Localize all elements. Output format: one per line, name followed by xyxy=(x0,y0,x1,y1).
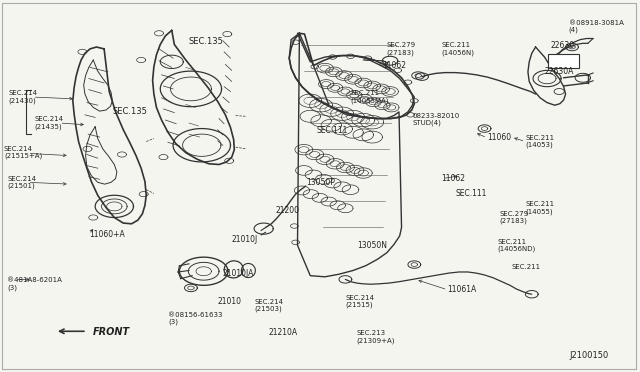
Text: SEC.111: SEC.111 xyxy=(455,189,486,198)
Text: SEC.214
(21503): SEC.214 (21503) xyxy=(255,299,284,312)
Text: SEC.211
(14053): SEC.211 (14053) xyxy=(525,135,554,148)
Text: SEC.211: SEC.211 xyxy=(511,264,540,270)
FancyBboxPatch shape xyxy=(548,54,579,68)
Text: SEC.111: SEC.111 xyxy=(317,126,348,135)
Text: 22630A: 22630A xyxy=(545,67,574,76)
Text: 21010J: 21010J xyxy=(232,235,258,244)
Text: 13050N: 13050N xyxy=(357,241,387,250)
Text: SEC.211
(14055): SEC.211 (14055) xyxy=(525,202,554,215)
Text: 11062: 11062 xyxy=(382,61,406,70)
Text: 08233-82010
STUD(4): 08233-82010 STUD(4) xyxy=(412,113,460,126)
Text: SEC.135: SEC.135 xyxy=(113,108,147,116)
Text: 22630: 22630 xyxy=(551,41,575,51)
Text: ®08918-3081A
(4): ®08918-3081A (4) xyxy=(569,20,623,33)
Text: SEC.213
(21309+A): SEC.213 (21309+A) xyxy=(357,330,396,344)
Text: 11060: 11060 xyxy=(487,133,511,142)
Text: SEC.214
(21501): SEC.214 (21501) xyxy=(7,176,36,189)
Text: SEC.135: SEC.135 xyxy=(189,37,224,46)
Text: SEC.279
(27183): SEC.279 (27183) xyxy=(500,211,529,224)
Text: 11062: 11062 xyxy=(441,174,465,183)
Text: SEC.214
(21435): SEC.214 (21435) xyxy=(35,116,63,130)
Text: SEC.214
(21515+A): SEC.214 (21515+A) xyxy=(4,146,42,159)
Text: SEC.211
(14056N): SEC.211 (14056N) xyxy=(441,42,474,56)
Text: SEC.214
(21515): SEC.214 (21515) xyxy=(346,295,374,308)
Text: ®08156-61633
(3): ®08156-61633 (3) xyxy=(168,312,223,325)
Text: ®481A8-6201A
(3): ®481A8-6201A (3) xyxy=(7,278,62,291)
Text: 21200: 21200 xyxy=(275,206,299,215)
Text: SEC.279
(27183): SEC.279 (27183) xyxy=(386,42,415,56)
Text: 21010JA: 21010JA xyxy=(223,269,254,278)
Text: FRONT: FRONT xyxy=(93,327,131,337)
Text: J2100150: J2100150 xyxy=(569,351,609,360)
Text: 13050P: 13050P xyxy=(306,178,335,187)
Text: 11060+A: 11060+A xyxy=(89,230,125,239)
Text: SEC.214
(21430): SEC.214 (21430) xyxy=(8,90,37,104)
Text: 11061A: 11061A xyxy=(447,285,477,294)
Text: SEC.211
(14053MA): SEC.211 (14053MA) xyxy=(351,90,389,104)
Text: 21210A: 21210A xyxy=(269,328,298,337)
Text: SEC.211
(14056ND): SEC.211 (14056ND) xyxy=(497,238,536,252)
Text: 21010: 21010 xyxy=(218,297,242,306)
